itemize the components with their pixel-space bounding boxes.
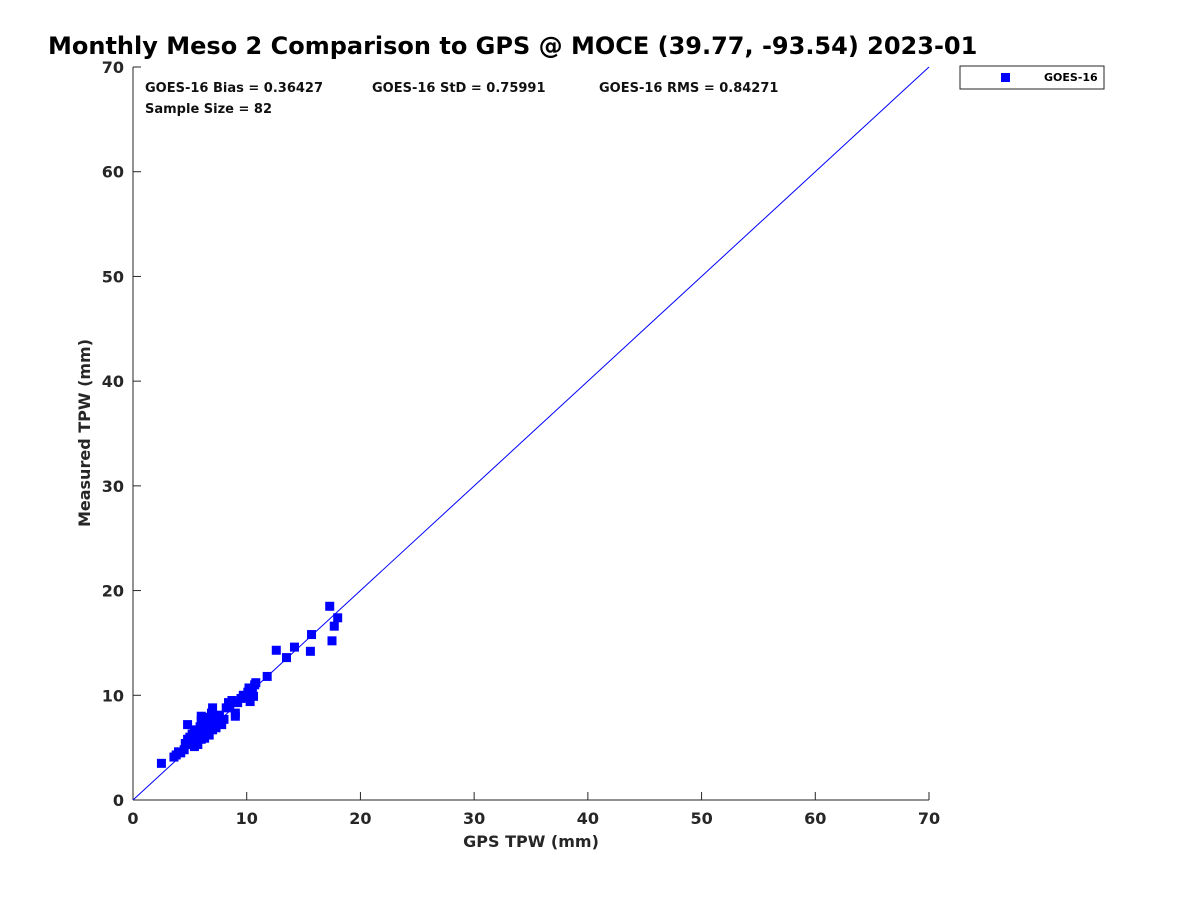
- stat-sample-size: Sample Size = 82: [145, 102, 272, 117]
- legend-marker-goes16: [1001, 73, 1010, 82]
- x-tick-label: 60: [804, 809, 826, 828]
- data-point-goes16: [193, 740, 203, 750]
- x-tick-label: 10: [236, 809, 258, 828]
- data-point-goes16: [196, 711, 206, 721]
- x-tick-label: 70: [918, 809, 940, 828]
- stat-rms: GOES-16 RMS = 0.84271: [599, 81, 778, 96]
- chart-title: Monthly Meso 2 Comparison to GPS @ MOCE …: [48, 32, 977, 60]
- data-point-goes16: [333, 613, 343, 623]
- plot-area: 0 10 20 30 40 50 60 70 0 10 20 30 40 50 60 70: [102, 58, 940, 828]
- data-point-goes16: [245, 697, 255, 707]
- x-tick-label: 40: [577, 809, 599, 828]
- data-point-goes16: [200, 733, 210, 743]
- data-point-goes16: [214, 710, 224, 720]
- data-point-goes16: [282, 653, 292, 663]
- stat-bias: GOES-16 Bias = 0.36427: [145, 81, 323, 96]
- y-tick-label: 0: [113, 791, 124, 810]
- data-point-goes16: [217, 720, 227, 730]
- y-tick-label: 70: [102, 58, 124, 77]
- data-point-goes16: [189, 725, 199, 735]
- data-point-goes16: [219, 714, 229, 724]
- data-point-goes16: [262, 671, 272, 681]
- data-point-goes16: [179, 745, 189, 755]
- data-point-goes16: [227, 696, 237, 706]
- y-tick-label: 30: [102, 477, 124, 496]
- x-tick-label: 30: [463, 809, 485, 828]
- data-point-goes16: [225, 702, 235, 712]
- x-tick-label: 50: [690, 809, 712, 828]
- data-point-goes16: [211, 723, 221, 733]
- y-tick-label: 40: [102, 372, 124, 391]
- legend: GOES-16: [959, 65, 1105, 90]
- data-point-goes16: [247, 685, 257, 695]
- y-tick-label: 20: [102, 582, 124, 601]
- data-point-goes16: [307, 630, 317, 640]
- data-point-goes16: [327, 636, 337, 646]
- data-point-goes16: [201, 719, 211, 729]
- data-point-goes16: [289, 642, 299, 652]
- data-point-goes16: [156, 758, 166, 768]
- stat-std: GOES-16 StD = 0.75991: [372, 81, 546, 96]
- x-tick-label: 20: [349, 809, 371, 828]
- data-point-goes16: [230, 708, 240, 718]
- y-axis-label: Measured TPW (mm): [75, 339, 94, 527]
- legend-box: [959, 65, 1105, 90]
- x-axis-label: GPS TPW (mm): [463, 832, 599, 851]
- data-point-goes16: [251, 678, 261, 688]
- y-tick-label: 10: [102, 686, 124, 705]
- data-point-goes16: [204, 730, 214, 740]
- data-point-goes16: [208, 703, 218, 713]
- data-point-goes16: [206, 708, 216, 718]
- data-point-goes16: [329, 621, 339, 631]
- legend-label-goes16: GOES-16: [1044, 71, 1098, 84]
- data-point-goes16: [325, 601, 335, 611]
- data-point-goes16: [305, 646, 315, 656]
- data-point-goes16: [183, 720, 193, 730]
- data-point-goes16: [249, 691, 259, 701]
- y-tick-label: 60: [102, 163, 124, 182]
- x-tick-label: 0: [127, 809, 138, 828]
- y-tick-label: 50: [102, 267, 124, 286]
- data-point-goes16: [271, 645, 281, 655]
